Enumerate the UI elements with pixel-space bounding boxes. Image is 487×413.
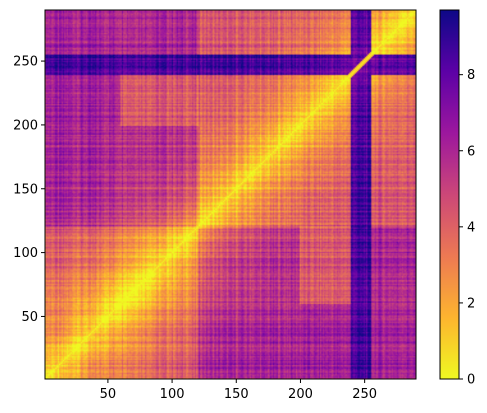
x-tick-label: 50	[100, 387, 117, 402]
colorbar-axis: 0 2 4 6 8	[459, 68, 475, 388]
y-tick-label: 150	[13, 182, 38, 197]
y-tick-label: 200	[13, 118, 38, 133]
y-tick-label: 250	[13, 55, 38, 70]
x-tick-label: 250	[352, 387, 377, 402]
y-axis: 50 100 150 200 250	[13, 55, 45, 325]
y-tick-label: 100	[13, 246, 38, 261]
colorbar-tick-label: 8	[467, 68, 475, 83]
x-axis: 50 100 150 200 250	[100, 379, 377, 402]
x-tick-label: 100	[160, 387, 185, 402]
x-tick-label: 150	[224, 387, 249, 402]
colorbar-tick-label: 2	[467, 296, 475, 311]
y-tick-label: 50	[21, 310, 38, 325]
colorbar-tick-label: 4	[467, 220, 475, 235]
colorbar-tick-label: 6	[467, 144, 475, 159]
colorbar-tick-label: 0	[467, 373, 475, 388]
heatmap-cells	[45, 10, 416, 379]
colorbar	[439, 9, 460, 380]
x-tick-label: 200	[288, 387, 313, 402]
plot-frame	[44, 9, 417, 380]
